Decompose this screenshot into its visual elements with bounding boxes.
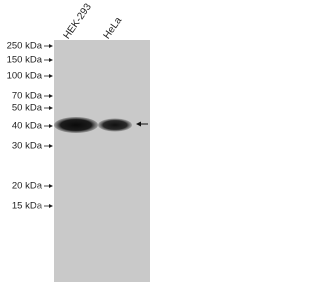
marker-label: 20 kDa — [12, 181, 43, 192]
marker-arrow-head — [49, 144, 53, 148]
marker-label: 100 kDa — [7, 71, 43, 82]
lane-label: HeLa — [102, 15, 125, 41]
marker-arrow-head — [49, 94, 53, 98]
band — [54, 117, 98, 133]
marker-label: 250 kDa — [7, 41, 43, 52]
membrane — [54, 40, 150, 282]
marker-label: 150 kDa — [7, 55, 43, 66]
target-arrow-head — [136, 121, 141, 127]
lane-label: HEK-293 — [62, 1, 95, 41]
marker-label: 15 kDa — [12, 201, 43, 212]
marker-arrow-head — [49, 184, 53, 188]
marker-arrow-head — [49, 204, 53, 208]
marker-arrow-head — [49, 74, 53, 78]
watermark: WWW.PTGLAB.COM — [34, 160, 46, 280]
marker-label: 70 kDa — [12, 91, 43, 102]
marker-label: 40 kDa — [12, 121, 43, 132]
marker-arrow-head — [49, 44, 53, 48]
marker-arrow-head — [49, 58, 53, 62]
page: {"lanes": ["HEK-293", "HeLa"], "markers"… — [0, 0, 150, 282]
band — [98, 118, 132, 132]
marker-arrow-head — [49, 106, 53, 110]
marker-arrow-head — [49, 124, 53, 128]
marker-label: 50 kDa — [12, 103, 43, 114]
marker-label: 30 kDa — [12, 141, 43, 152]
